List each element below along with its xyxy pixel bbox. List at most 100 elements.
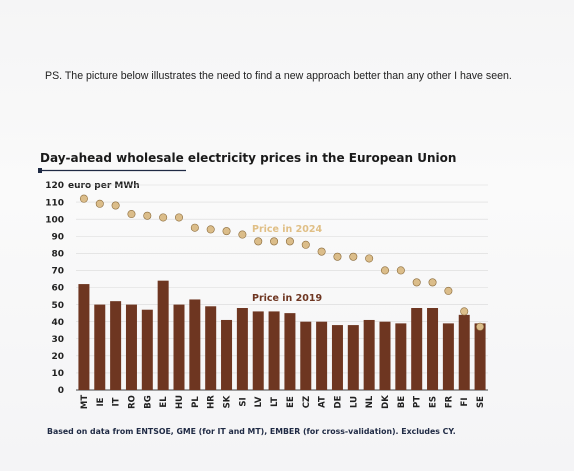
bar-2019-lu [347, 325, 359, 390]
dot-2024-lt [270, 237, 279, 246]
dot-2024-hu [175, 213, 184, 222]
dot-2024-bg [143, 211, 152, 220]
label-price-2024: Price in 2024 [252, 224, 322, 235]
dot-2024-si [238, 230, 247, 239]
bar-2019-cz [300, 321, 312, 390]
dot-2024-fi [460, 307, 469, 316]
bar-2019-pl [189, 299, 201, 390]
bar-2019-es [427, 308, 439, 390]
x-tick-label: DE [333, 395, 343, 408]
bar-2019-ro [125, 304, 137, 390]
y-tick-label: 110 [45, 198, 64, 208]
x-ticks: MT IE IT RO BG EL HU PL HR SK SI LV LT EE CZ AT DE LU NL DK… [80, 395, 486, 409]
x-tick-label: IE [96, 397, 106, 406]
dot-2024-es [428, 278, 437, 287]
x-tick-label: AT [318, 396, 328, 408]
y-tick-label: 70 [51, 267, 64, 277]
chart-title: Day-ahead wholesale electricity prices i… [40, 151, 456, 165]
bar-2019-mt [78, 284, 90, 390]
bar-2019-lv [252, 311, 264, 390]
y-tick-label: 10 [51, 369, 64, 379]
y-tick-label: 30 [51, 335, 64, 345]
x-tick-label: CZ [302, 396, 312, 408]
y-tick-top: 120 [45, 181, 64, 191]
x-tick-label: LU [349, 396, 359, 408]
x-tick-label: RO [127, 395, 137, 409]
bar-2019-bg [141, 309, 153, 390]
x-tick-label: EL [159, 396, 169, 408]
bar-2019-ee [284, 313, 296, 390]
y-tick-label: 100 [45, 215, 64, 225]
dot-2024-at [317, 247, 326, 256]
bar-2019-hr [205, 306, 217, 390]
dot-2024-it [111, 201, 120, 210]
x-tick-label: FI [460, 398, 470, 407]
dot-2024-lv [254, 237, 263, 246]
x-tick-label: EE [286, 396, 296, 408]
x-tick-label: NL [365, 395, 375, 408]
x-tick-label: ES [429, 396, 439, 408]
bar-2019-fr [442, 323, 454, 390]
x-tick-label: HU [175, 395, 185, 409]
y-tick-label: 60 [51, 284, 64, 294]
dot-2024-pl [190, 223, 199, 232]
bar-2019-hu [173, 304, 185, 390]
x-tick-label: HR [207, 395, 217, 409]
dot-2024-mt [79, 194, 88, 203]
bar-2019-fi [458, 314, 470, 390]
bar-2019-si [236, 308, 248, 390]
x-tick-label: IT [112, 397, 122, 406]
bar-2019-se [474, 323, 486, 390]
dot-2024-lu [349, 252, 358, 261]
dot-2024-nl [365, 254, 374, 263]
x-tick-label: BG [143, 395, 153, 408]
dot-2024-de [333, 252, 342, 261]
y-tick-label: 0 [58, 386, 64, 396]
y-tick-label: 50 [51, 301, 64, 311]
bar-2019-el [157, 280, 169, 390]
x-tick-label: DK [381, 395, 391, 409]
x-tick-label: MT [80, 395, 90, 409]
source-note: Based on data from ENTSOE, GME (for IT a… [47, 427, 456, 436]
dot-2024-be [396, 266, 405, 275]
bar-2019-ie [94, 304, 106, 390]
gridlines [76, 184, 488, 391]
dot-2024-ro [127, 210, 136, 219]
x-tick-label: FR [444, 395, 454, 408]
dot-2024-sk [222, 227, 231, 236]
bar-2019-nl [363, 319, 375, 390]
ps-note: PS. The picture below illustrates the ne… [45, 70, 512, 82]
dot-2024-cz [301, 240, 310, 249]
bars-2019 [78, 280, 486, 390]
y-ticks: 0 10 20 30 40 50 60 70 80 90 100 110 [45, 198, 64, 396]
y-tick-label: 80 [51, 250, 64, 260]
bar-2019-pt [411, 308, 423, 390]
bar-2019-sk [221, 319, 233, 390]
x-tick-label: SK [223, 395, 233, 408]
bar-2019-lt [268, 311, 280, 390]
y-axis-label: euro per MWh [68, 181, 140, 191]
dot-2024-hr [206, 225, 215, 234]
x-tick-label: LT [270, 397, 280, 407]
dot-2024-ie [95, 199, 104, 208]
y-tick-label: 90 [51, 232, 64, 242]
bar-2019-at [316, 321, 328, 390]
bar-2019-be [395, 323, 407, 390]
bar-2019-it [110, 301, 122, 390]
bar-2019-dk [379, 321, 391, 390]
x-tick-label: PT [413, 396, 423, 408]
dot-2024-pt [412, 278, 421, 287]
dot-2024-dk [380, 266, 389, 275]
title-rule-mark [38, 168, 42, 173]
dot-2024-fr [444, 286, 453, 295]
dot-2024-se [476, 322, 485, 331]
x-tick-label: SI [238, 397, 248, 406]
y-tick-label: 40 [51, 318, 64, 328]
dot-2024-el [159, 213, 168, 222]
x-tick-label: PL [191, 396, 201, 408]
x-tick-label: LV [254, 396, 264, 407]
x-tick-label: BE [397, 396, 407, 408]
dot-2024-ee [285, 237, 294, 246]
x-tick-label: SE [476, 396, 486, 408]
